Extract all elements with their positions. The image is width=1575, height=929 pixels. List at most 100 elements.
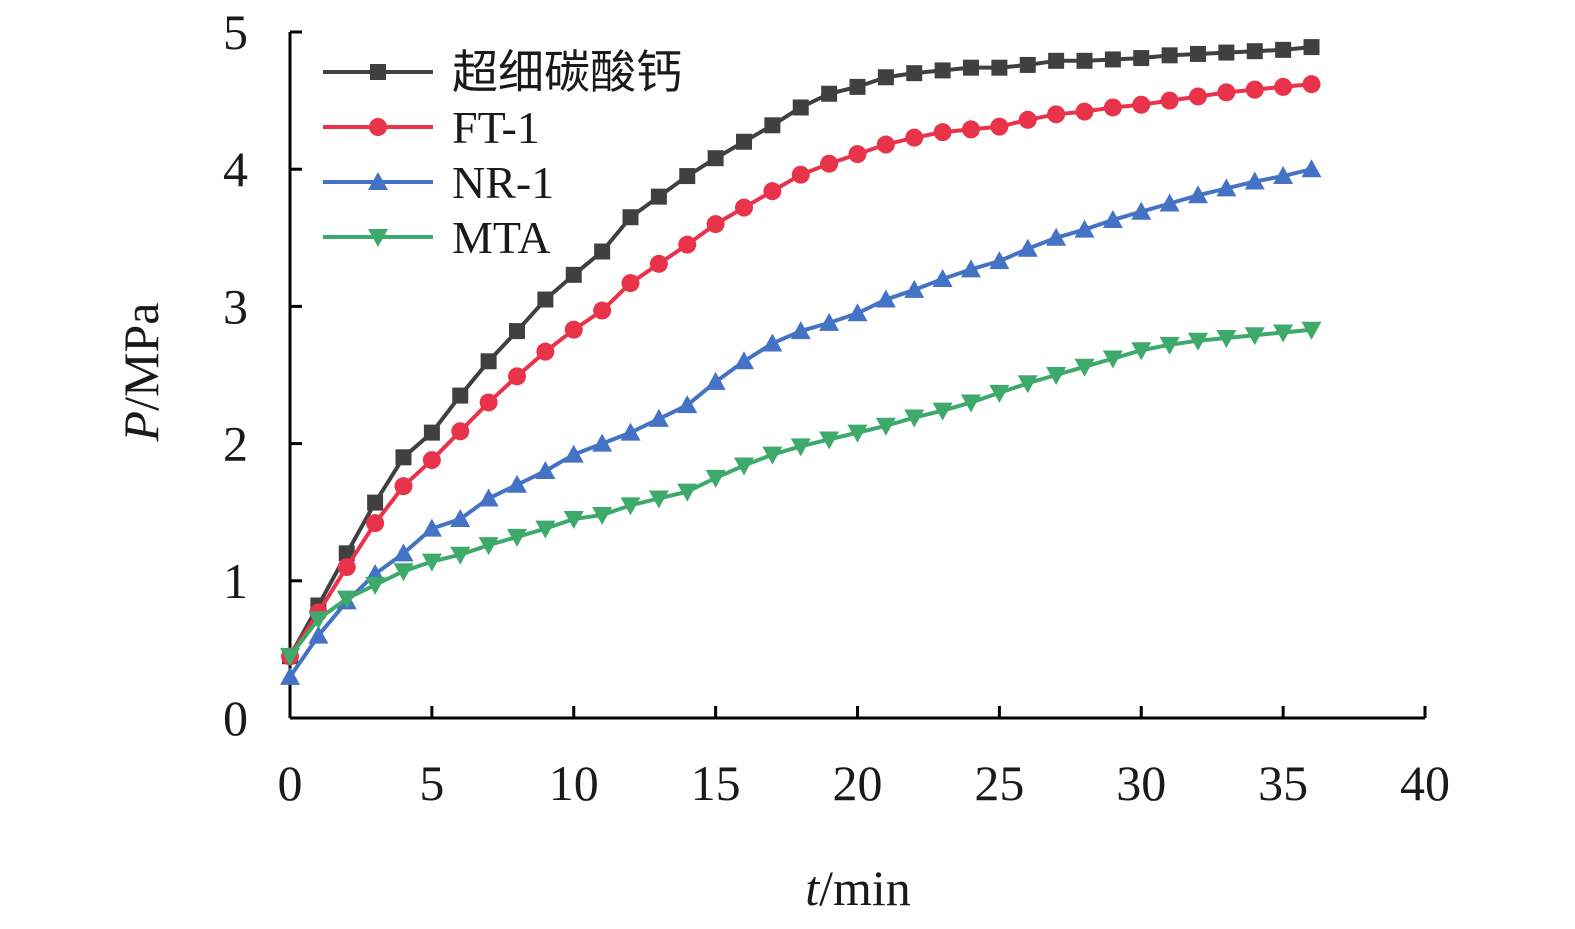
x-tick-label: 35 [1258,755,1308,811]
data-point [792,99,809,116]
series-layer [280,39,1322,685]
data-point [395,449,412,466]
y-tick-label: 2 [223,416,248,472]
data-point [1159,336,1180,355]
series-line [288,327,1312,658]
data-point [961,259,981,278]
data-point [1216,178,1237,197]
data-point [1246,43,1263,60]
data-point [648,408,669,427]
data-point [1074,358,1095,377]
data-point [620,497,641,516]
data-point [990,117,1009,136]
data-point [1301,321,1322,340]
data-point [1190,45,1206,62]
x-tick-label: 5 [419,755,444,811]
legend-marker [369,118,387,136]
data-point [649,254,668,273]
data-point [819,312,840,331]
data-point [421,553,442,572]
data-point [535,461,556,480]
legend-label: FT-1 [452,102,540,153]
data-point [875,289,896,308]
data-point [423,424,440,441]
data-point [991,59,1008,76]
series-3 [280,321,1322,667]
x-tick-label: 20 [833,755,883,811]
series-0 [282,39,1320,665]
data-point [1302,75,1321,94]
data-point [734,457,754,476]
data-point [620,422,641,441]
data-point [1217,83,1236,102]
data-point [679,168,696,185]
data-point [762,333,783,352]
x-tick-label: 30 [1116,755,1166,811]
y-tick-label: 3 [223,278,248,334]
data-point [677,483,698,502]
data-point [1301,159,1322,178]
data-point [537,291,554,308]
data-point [847,424,868,443]
x-tick-label: 0 [278,755,303,811]
data-point [535,520,556,539]
data-point [735,198,753,217]
data-point [1160,91,1179,110]
data-point [621,274,640,293]
data-point [933,123,952,142]
data-point [820,154,839,173]
x-tick-label: 40 [1400,755,1450,811]
data-point [563,444,584,463]
series-2 [280,159,1322,685]
data-point [905,128,924,147]
data-point [648,490,669,509]
legend-label: MTA [452,212,551,263]
data-point [507,474,527,493]
data-point [308,611,329,630]
data-point [650,188,667,205]
data-point [450,546,471,565]
data-point [989,384,1010,403]
data-point [1273,166,1294,185]
legend-item: FT-1 [323,102,540,153]
data-point [904,279,925,298]
x-tick-label: 25 [974,755,1024,811]
data-point [1104,51,1121,68]
data-point [1103,98,1122,117]
data-point [1216,329,1237,348]
data-point [1303,39,1320,56]
data-point [280,666,300,685]
data-point [707,150,724,167]
data-point [336,590,357,609]
data-point [1047,105,1066,124]
data-point [1133,50,1150,67]
data-point [791,165,810,184]
data-point [678,235,697,254]
data-point [1218,44,1235,61]
data-point [932,402,953,421]
data-point [478,488,499,507]
legend-marker [368,229,388,247]
data-point [1046,367,1067,385]
data-point [849,78,866,95]
data-point [1159,193,1180,212]
data-point [507,528,527,547]
data-point [280,648,300,667]
data-point [367,494,384,511]
data-point [1132,95,1151,114]
data-point [763,182,782,201]
data-point [934,62,951,79]
data-point [478,537,499,556]
data-point [536,342,555,361]
data-point [1161,47,1178,64]
y-axis-label: P/MPa [113,303,169,443]
series-1 [281,75,1321,666]
data-point [1188,185,1208,204]
legend-item: MTA [323,212,551,263]
legend-item: NR-1 [323,157,554,208]
data-point [790,438,811,457]
data-point [677,395,698,414]
data-point [848,145,867,164]
data-point [906,65,923,82]
